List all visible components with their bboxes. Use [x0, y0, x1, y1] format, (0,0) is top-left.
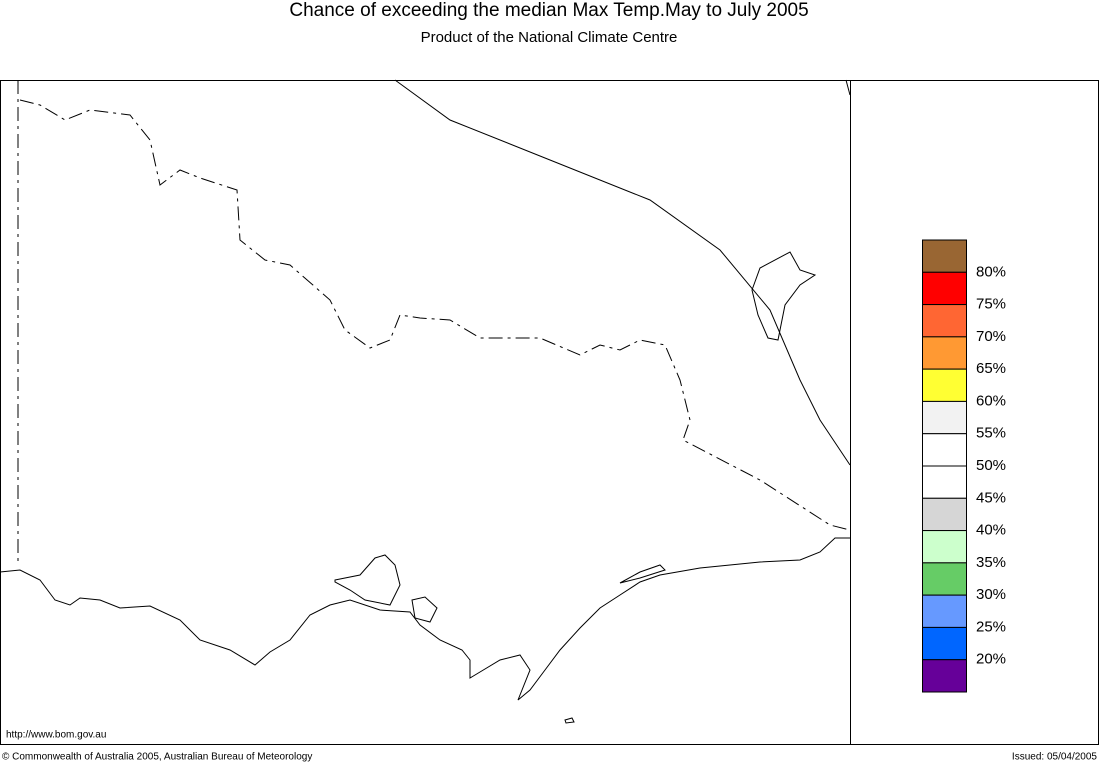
legend-swatch: [922, 239, 967, 273]
coastline: [0, 537, 850, 701]
legend-label: 35%: [976, 554, 1006, 571]
nsw-coast: [394, 79, 851, 466]
island: [564, 717, 575, 724]
legend-swatch: [922, 465, 967, 499]
copyright: © Commonwealth of Australia 2005, Austra…: [2, 752, 312, 763]
legend-swatch: [922, 562, 967, 596]
title: Chance of exceeding the median Max Temp.…: [289, 0, 808, 21]
legend-label: 75%: [976, 296, 1006, 313]
legend-swatch: [922, 368, 967, 402]
legend-swatch: [922, 433, 967, 467]
lakes: [619, 564, 666, 584]
legend-label: 20%: [976, 651, 1006, 668]
western-port: [411, 596, 438, 623]
issued: Issued: 05/04/2005: [1012, 752, 1098, 763]
state-border: [19, 99, 851, 531]
legend-label: 80%: [976, 263, 1006, 280]
legend-label: 55%: [976, 425, 1006, 442]
legend-swatch: [922, 594, 967, 628]
legend: 80% 75% 70% 65% 60% 55% 50% 45% 40% 35% 30% 25% 20%: [922, 239, 1006, 693]
legend-swatch: [922, 400, 967, 435]
top-edge: [845, 79, 851, 96]
legend-label: 25%: [976, 618, 1006, 635]
legend-swatch: [922, 271, 967, 306]
legend-label: 50%: [976, 457, 1006, 474]
legend-swatch: [922, 530, 967, 564]
legend-swatch: [922, 336, 967, 370]
legend-label: 30%: [976, 586, 1006, 603]
url: http://www.bom.gov.au: [6, 730, 106, 741]
port-phillip-bay: [334, 554, 401, 606]
legend-label: 40%: [976, 522, 1006, 539]
subtitle: Product of the National Climate Centre: [421, 29, 678, 46]
legend-swatch: [922, 626, 967, 661]
legend-label: 45%: [976, 489, 1006, 506]
legend-label: 60%: [976, 392, 1006, 409]
legend-swatch: [922, 304, 967, 338]
map: [0, 79, 851, 724]
legend-label: 70%: [976, 328, 1006, 345]
legend-swatch: [922, 659, 967, 693]
legend-swatch: [922, 497, 967, 532]
jervis-bay: [751, 251, 817, 341]
legend-label: 65%: [976, 360, 1006, 377]
